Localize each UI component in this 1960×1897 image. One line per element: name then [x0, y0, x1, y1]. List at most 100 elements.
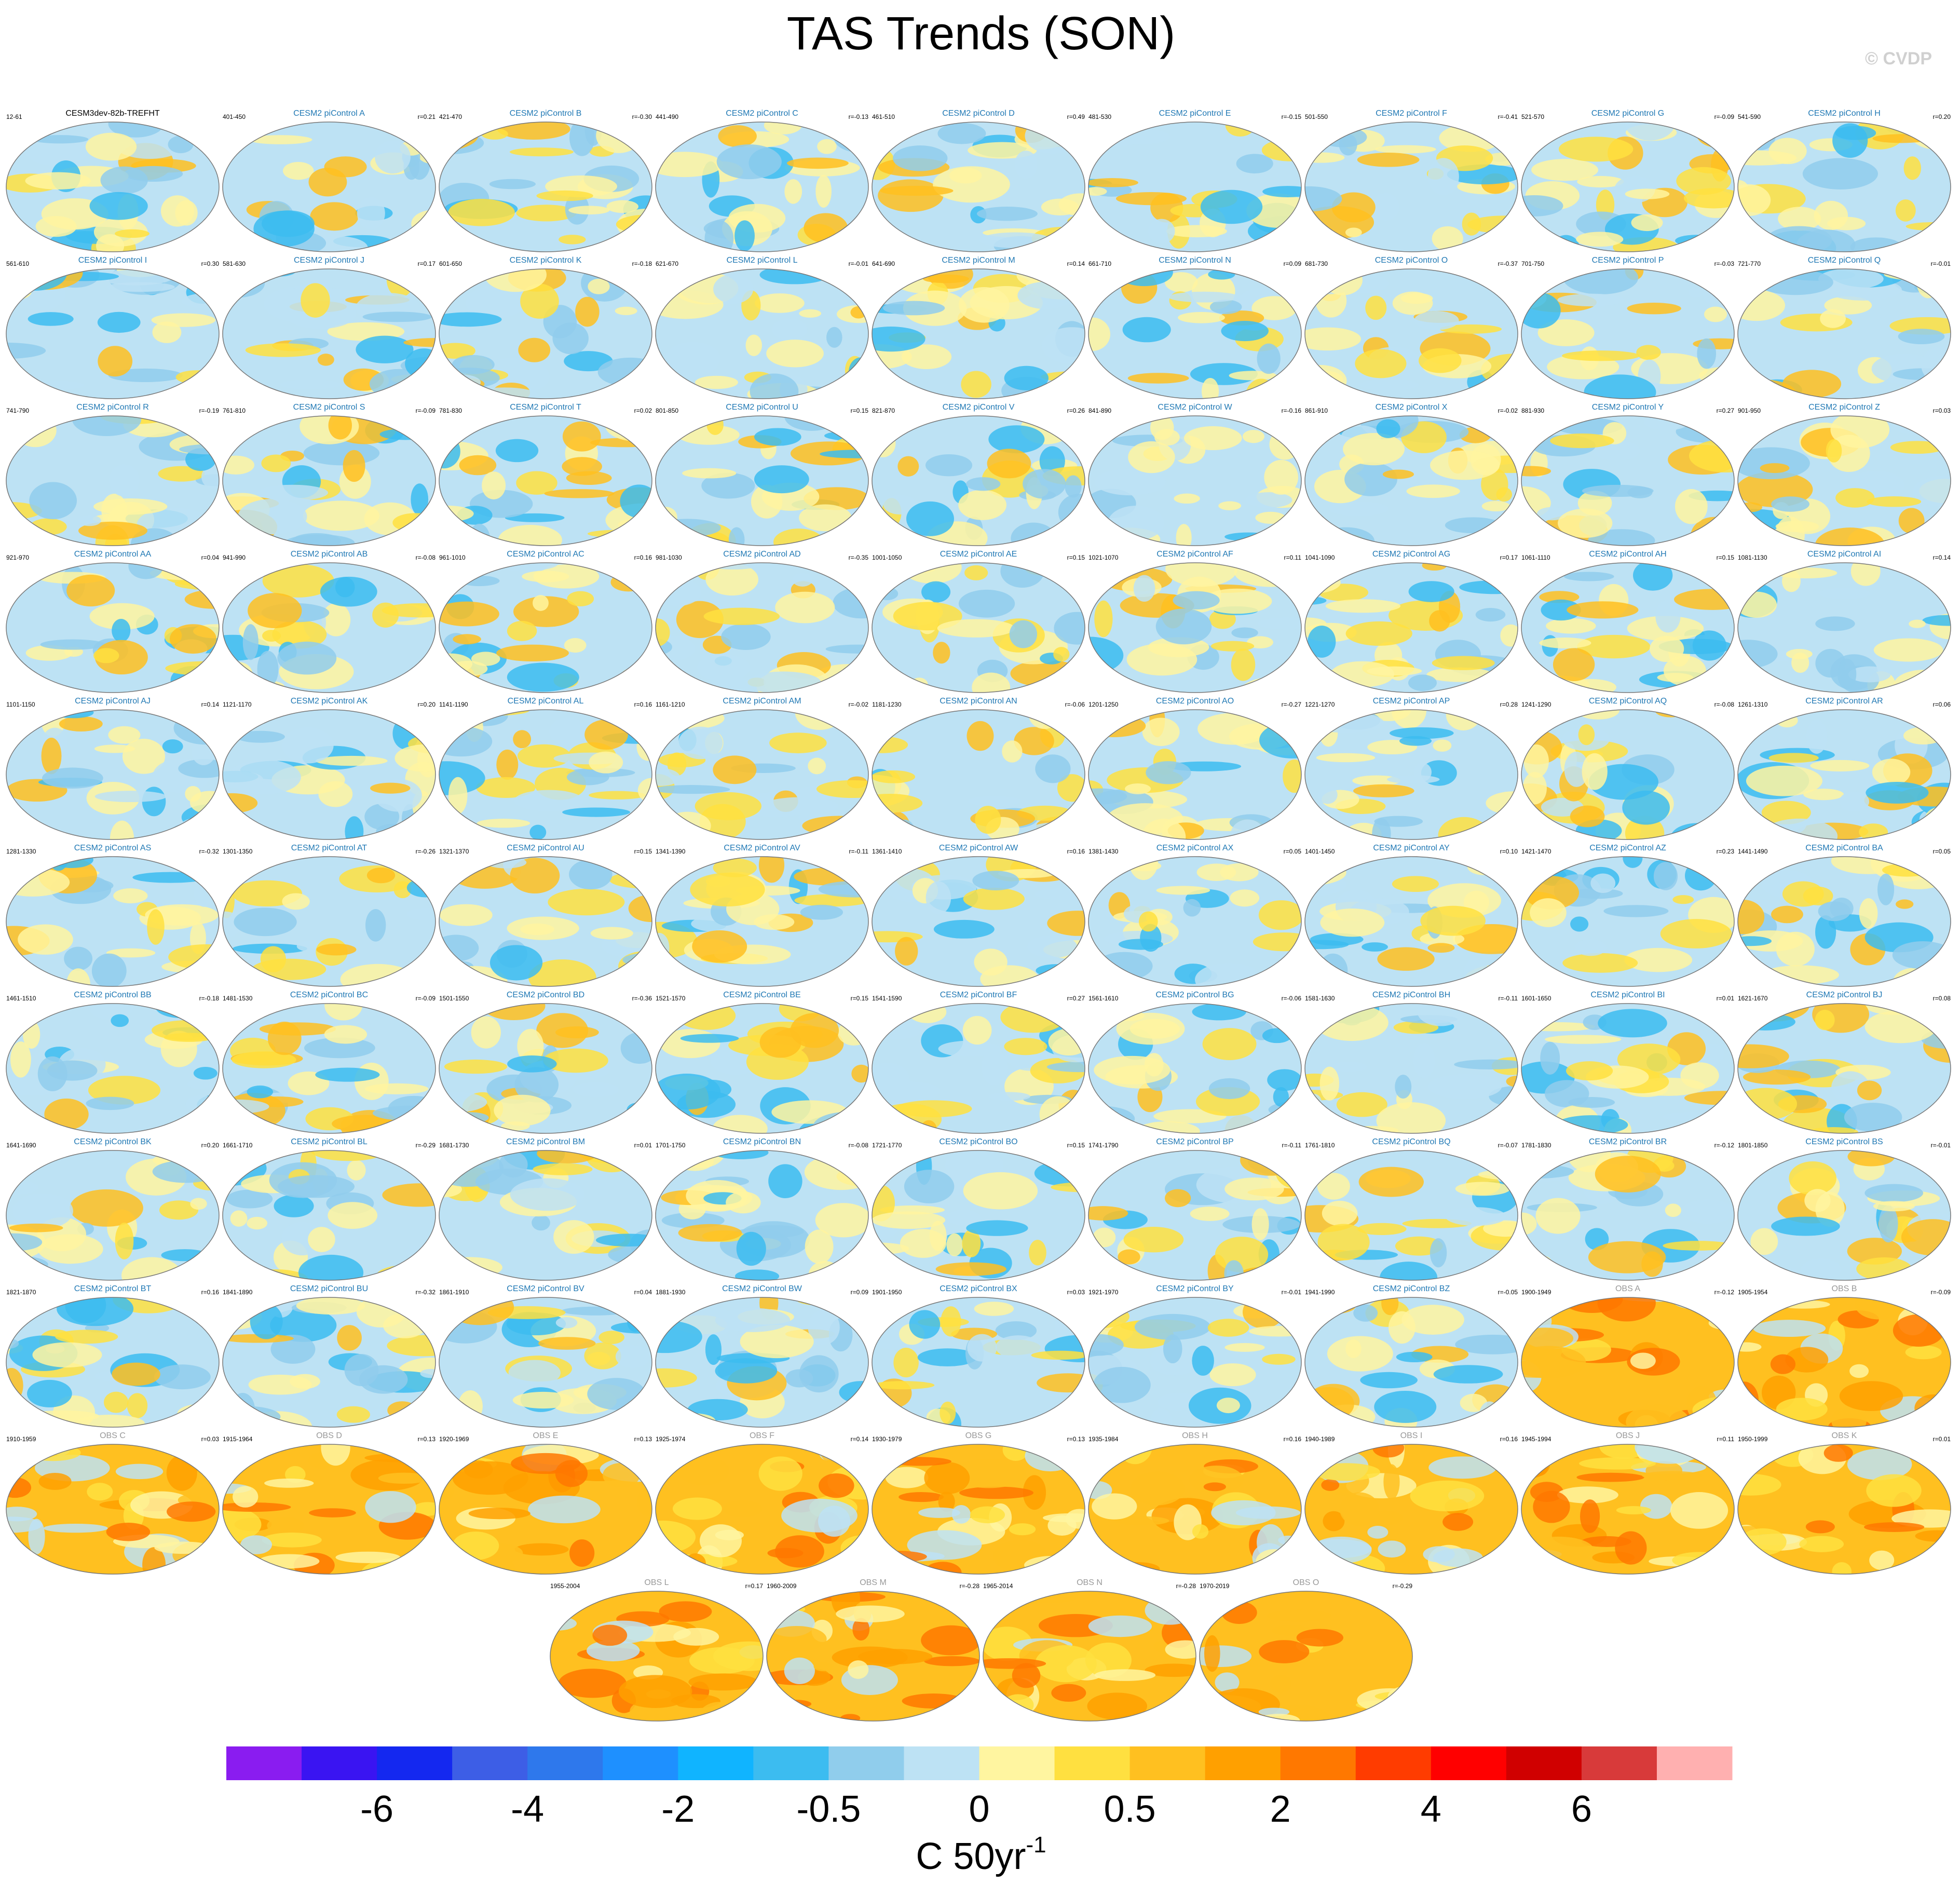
colorbar-swatch: [527, 1746, 603, 1780]
map-pattern: [478, 357, 550, 395]
map-pattern: [1027, 822, 1083, 839]
map-pattern: [252, 958, 326, 980]
map-pattern: [1133, 575, 1155, 602]
map-pattern: [1599, 1444, 1649, 1459]
map-pattern: [656, 240, 677, 249]
map-pattern: [6, 1120, 35, 1133]
map-pattern: [975, 806, 1001, 834]
map-pattern: [938, 1492, 955, 1512]
map: [1521, 269, 1734, 399]
colorbar-swatch: [302, 1746, 377, 1780]
panel-title: CESM2 piControl K: [510, 256, 582, 265]
map-pattern: [70, 1189, 143, 1227]
map-pattern: [715, 1529, 744, 1540]
panel-title: CESM2 piControl L: [727, 256, 798, 265]
map-pattern: [303, 441, 380, 466]
map-pattern: [439, 959, 454, 986]
map-pattern: [589, 751, 623, 774]
map-pattern: [964, 565, 988, 580]
map-pattern: [901, 344, 952, 370]
map-pattern: [1085, 1642, 1132, 1678]
map-pattern: [1598, 1009, 1667, 1038]
map-pattern: [784, 179, 802, 204]
map-pattern: [1859, 823, 1888, 839]
map-pattern: [1866, 781, 1929, 804]
map: [1305, 269, 1518, 399]
map-pattern: [1427, 943, 1455, 953]
map-pattern: [1672, 895, 1694, 904]
panel-years: 1970-2019: [1200, 1582, 1230, 1590]
map-pattern: [872, 863, 918, 874]
map-pattern: [1305, 327, 1362, 351]
map-pattern: [1700, 857, 1734, 869]
panel-correlation: r=-0.29: [1393, 1582, 1413, 1590]
panel-title: CESM2 piControl BQ: [1372, 1137, 1450, 1146]
map: [6, 563, 219, 693]
panel-years: 1241-1290: [1521, 701, 1551, 708]
map-pattern: [282, 727, 334, 764]
panel-title: CESM2 piControl S: [293, 403, 365, 412]
map-pattern: [1564, 751, 1589, 787]
map-pattern: [91, 953, 127, 986]
map: [1088, 1004, 1301, 1133]
map-pattern: [974, 949, 1008, 976]
map-pattern: [1895, 199, 1916, 222]
map-pattern: [795, 1297, 841, 1306]
map-pattern: [522, 571, 569, 582]
panel-years: 1900-1949: [1521, 1289, 1551, 1296]
map: [1088, 1297, 1301, 1427]
panel-correlation: r=-0.16: [1282, 407, 1302, 414]
map-pattern: [559, 235, 586, 245]
panel: 1301-1350 CESM2 piControl AT r=-0.26: [222, 844, 436, 987]
map-pattern: [656, 1113, 688, 1133]
map-pattern: [958, 490, 1007, 520]
map-pattern: [834, 124, 868, 153]
panel: 1221-1270 CESM2 piControl AP r=0.28: [1304, 697, 1518, 840]
map-pattern: [324, 1004, 363, 1021]
map-pattern: [921, 1625, 979, 1656]
panel-correlation: r=-0.13: [849, 113, 869, 120]
map-pattern: [1521, 195, 1563, 216]
map: [223, 857, 435, 986]
map-outline: [1521, 1444, 1735, 1575]
map-pattern: [1155, 1703, 1180, 1720]
map-outline: [1088, 121, 1302, 252]
map-pattern: [1073, 1394, 1085, 1414]
panel: 1901-1950 CESM2 piControl BX r=0.03: [872, 1284, 1085, 1428]
map-pattern: [1413, 1043, 1435, 1078]
map-pattern: [1694, 861, 1734, 876]
map-pattern: [1183, 426, 1242, 451]
map-pattern: [872, 1549, 898, 1570]
map-pattern: [1635, 1444, 1705, 1464]
map-pattern: [1537, 319, 1595, 346]
map-outline: [439, 856, 652, 987]
panel-correlation: r=-0.11: [849, 848, 869, 855]
map-pattern: [712, 1115, 768, 1133]
map-pattern: [257, 484, 328, 501]
map-pattern: [1454, 1297, 1504, 1306]
map-outline: [983, 1591, 1196, 1722]
panel-correlation: r=-0.06: [1282, 995, 1302, 1002]
map-pattern: [1911, 233, 1951, 252]
map-pattern: [1579, 1457, 1656, 1470]
map-pattern: [1568, 1097, 1615, 1108]
map-pattern: [1039, 1096, 1077, 1133]
map-pattern: [1665, 1203, 1681, 1217]
colorbar-swatch: [904, 1746, 979, 1780]
map-pattern: [1288, 269, 1301, 298]
map-pattern: [468, 523, 491, 546]
panel-years: 1821-1870: [6, 1289, 36, 1296]
map-pattern: [1200, 189, 1263, 224]
map-pattern: [1567, 601, 1639, 619]
map-pattern: [1761, 801, 1811, 824]
map-pattern: [1029, 1240, 1046, 1266]
map: [223, 1297, 435, 1427]
map-pattern: [819, 1473, 854, 1498]
map-pattern: [799, 504, 852, 532]
panel: 1761-1810 CESM2 piControl BQ r=-0.07: [1304, 1137, 1518, 1281]
panel-title: CESM2 piControl BW: [722, 1284, 802, 1293]
map: [1200, 1591, 1412, 1721]
